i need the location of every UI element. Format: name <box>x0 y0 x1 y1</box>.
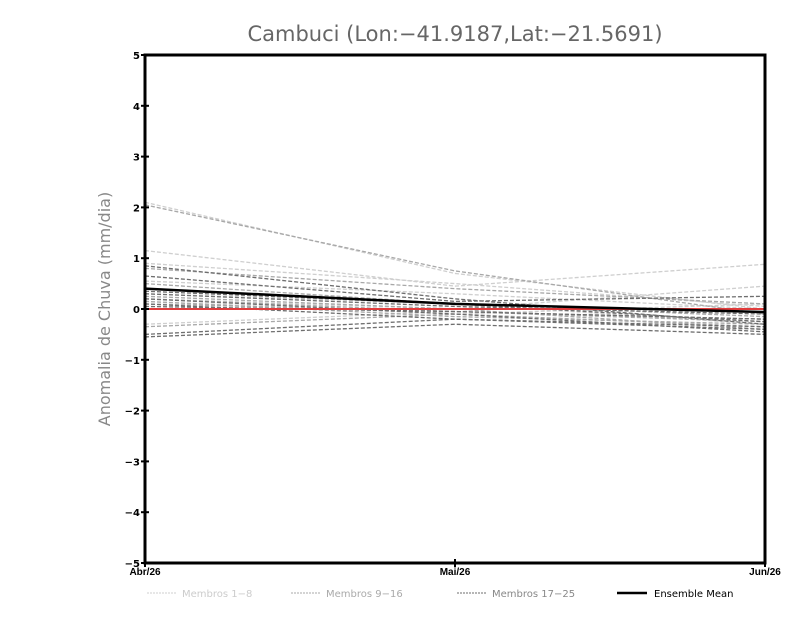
y-tick-label: 0 <box>133 305 140 316</box>
y-tick-label: −2 <box>125 407 140 418</box>
y-axis-label: Anomalia de Chuva (mm/dia) <box>95 192 114 426</box>
member-line-1-7 <box>144 280 766 310</box>
member-line-3-4 <box>144 293 766 315</box>
legend-label-1: Membros 1−8 <box>182 589 252 600</box>
member-line-2-7 <box>144 282 766 318</box>
member-line-2-8 <box>144 300 766 325</box>
member-line-2-1 <box>144 204 766 315</box>
y-tick-label: 2 <box>133 203 140 214</box>
y-tick-label: −1 <box>125 356 140 367</box>
member-line-3-3 <box>144 323 766 338</box>
ensemble-mean-line <box>144 287 766 314</box>
y-tick-label: 4 <box>133 102 140 113</box>
member-line-1-4 <box>144 285 766 310</box>
x-tick-label: Jun/26 <box>749 567 781 578</box>
member-line-2-5 <box>144 313 766 328</box>
y-tick-label: 3 <box>133 153 140 164</box>
y-tick-label: −4 <box>125 508 140 519</box>
member-line-3-6 <box>144 298 766 333</box>
member-line-1-8 <box>144 293 766 325</box>
x-tick-label: Mai/26 <box>440 567 471 578</box>
legend-label-3: Membros 17−25 <box>492 589 575 600</box>
member-line-3-9 <box>144 318 766 336</box>
member-line-1-6 <box>144 300 766 315</box>
member-line-3-8 <box>144 290 766 323</box>
y-tick-label: −5 <box>125 559 140 570</box>
member-line-2-2 <box>144 267 766 305</box>
chart-title: Cambuci (Lon:−41.9187,Lat:−21.5691) <box>247 22 662 46</box>
legend-label-2: Membros 9−16 <box>326 589 403 600</box>
member-line-1-2 <box>144 249 766 287</box>
member-line-3-2 <box>144 275 766 303</box>
y-tick-label: 5 <box>133 51 140 62</box>
y-tick-label: 1 <box>133 254 140 265</box>
member-line-1-1 <box>144 201 766 310</box>
x-tick-label: Abr/26 <box>129 567 161 578</box>
y-tick-label: −3 <box>125 457 140 468</box>
legend-label-mean: Ensemble Mean <box>654 589 733 600</box>
